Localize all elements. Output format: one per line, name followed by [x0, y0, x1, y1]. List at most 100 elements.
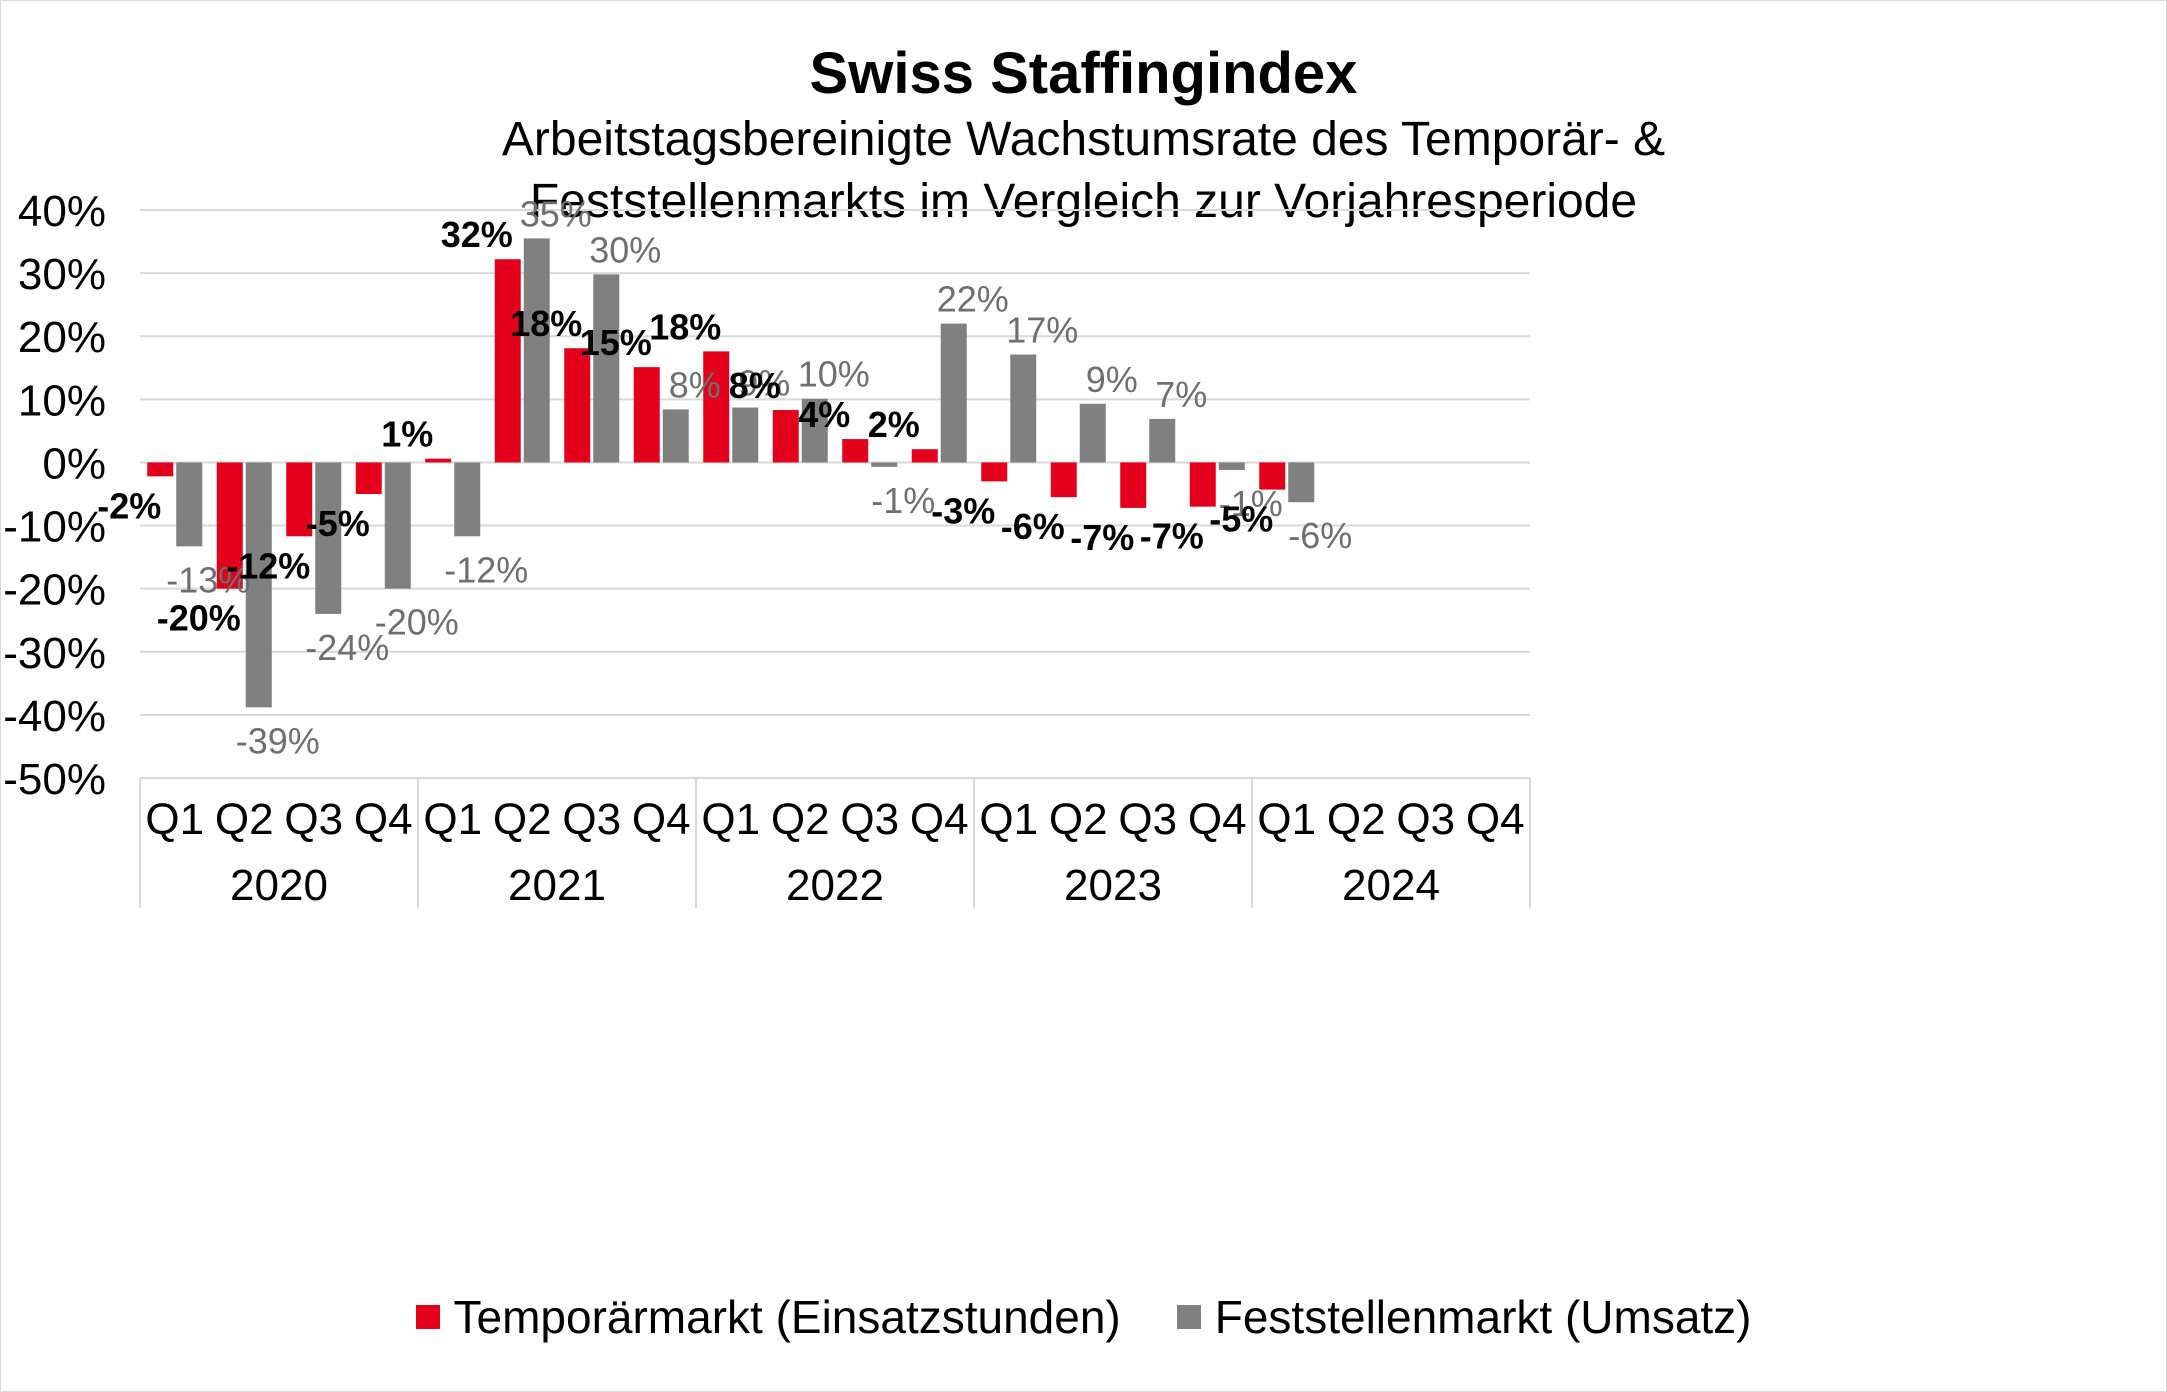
bar-temporaer [286, 462, 313, 537]
bar-temporaer [216, 462, 243, 589]
data-label-temporaer: 15% [580, 322, 652, 363]
x-tick-label: Q3 [1118, 795, 1177, 844]
legend-swatch-temporaer [415, 1305, 440, 1329]
legend: Temporärmarkt (Einsatzstunden) Feststell… [0, 1290, 2167, 1344]
legend-item-feststellen[interactable]: Feststellenmarkt (Umsatz) [1176, 1290, 1752, 1344]
legend-item-temporaer[interactable]: Temporärmarkt (Einsatzstunden) [415, 1290, 1121, 1344]
data-label-feststellen: 9% [738, 363, 790, 404]
data-label-feststellen: -24% [305, 627, 389, 668]
bar-feststellen [523, 238, 550, 463]
year-label: 2021 [508, 861, 606, 910]
data-label-temporaer: 8% [729, 365, 781, 406]
bar-feststellen [871, 462, 898, 467]
data-label-feststellen: 7% [1155, 374, 1207, 415]
bar-feststellen [593, 274, 620, 463]
bar-feststellen [454, 462, 481, 537]
bar-temporaer [1050, 462, 1077, 498]
y-tick-label: 0% [42, 439, 106, 488]
chart-subtitle-line-1: Arbeitstagsbereinigte Wachstumsrate des … [501, 113, 1666, 166]
data-label-feststellen: -6% [1288, 515, 1352, 556]
y-tick-label: -20% [3, 566, 106, 615]
data-label-temporaer: 1% [381, 414, 433, 455]
x-tick-label: Q4 [910, 795, 969, 844]
bar-temporaer [633, 367, 660, 463]
year-label: 2024 [1342, 861, 1440, 910]
y-tick-label: -50% [3, 755, 106, 804]
x-tick-label: Q4 [1466, 795, 1525, 844]
bar-temporaer [703, 351, 730, 463]
bar-feststellen [1288, 462, 1315, 503]
bar-temporaer [842, 439, 869, 463]
data-label-feststellen: -39% [236, 720, 320, 761]
bar-feststellen [1218, 462, 1245, 471]
y-axis-tick-labels: -50% -40% -30% -20% -10% 0% 10% 20% 30% 40% [3, 187, 106, 804]
bar-temporaer [1120, 462, 1147, 508]
y-tick-label: 30% [18, 250, 106, 299]
bars [147, 238, 1315, 708]
bar-temporaer [981, 462, 1008, 482]
bar-temporaer [425, 458, 452, 463]
data-label-feststellen: 8% [669, 364, 721, 405]
data-label-temporaer: 18% [649, 306, 721, 347]
data-label-temporaer: -7% [1070, 517, 1134, 558]
data-label-temporaer: 32% [441, 214, 513, 255]
x-tick-label: Q2 [1049, 795, 1108, 844]
legend-swatch-feststellen [1176, 1305, 1201, 1329]
y-tick-label: -10% [3, 503, 106, 552]
x-tick-label: Q3 [1396, 795, 1455, 844]
data-label-feststellen: 22% [937, 279, 1009, 320]
x-tick-label: Q2 [493, 795, 552, 844]
data-label-feststellen: 35% [520, 193, 592, 234]
x-tick-label: Q1 [145, 795, 204, 844]
x-tick-label: Q1 [979, 795, 1038, 844]
gridlines [140, 209, 1530, 779]
bar-feststellen [1149, 418, 1176, 463]
data-label-feststellen: 17% [1006, 310, 1078, 351]
x-tick-label: Q4 [632, 795, 691, 844]
data-label-temporaer: 18% [510, 303, 582, 344]
bar-temporaer [494, 259, 521, 463]
x-tick-label: Q1 [1257, 795, 1316, 844]
y-tick-label: 20% [18, 313, 106, 362]
bar-temporaer [772, 410, 799, 463]
data-label-temporaer: 2% [868, 404, 920, 445]
x-axis: Q1 Q2 Q3 Q4 Q1 Q2 Q3 Q4 Q1 Q2 Q3 Q4 Q1 Q2 Q3 Q4 Q1 Q2 Q3 Q4… [139, 778, 1531, 910]
data-label-temporaer: -6% [1001, 506, 1065, 547]
data-label-feststellen: 9% [1086, 359, 1138, 400]
legend-label-temporaer: Temporärmarkt (Einsatzstunden) [453, 1291, 1121, 1343]
data-label-temporaer: 4% [798, 394, 850, 435]
data-label-temporaer: -3% [931, 490, 995, 531]
data-label-temporaer: -5% [306, 503, 370, 544]
data-label-feststellen: -12% [444, 549, 528, 590]
data-label-feststellen: -20% [375, 602, 459, 643]
legend-label-feststellen: Feststellenmarkt (Umsatz) [1214, 1291, 1752, 1343]
x-tick-label: Q3 [562, 795, 621, 844]
data-label-temporaer: -5% [1209, 499, 1273, 540]
bar-temporaer [147, 462, 174, 477]
bar-temporaer [355, 462, 382, 494]
x-tick-label: Q4 [354, 795, 413, 844]
data-label-feststellen: -13% [166, 559, 250, 600]
bar-feststellen [940, 323, 967, 463]
bar-temporaer [564, 348, 591, 463]
bar-feststellen [315, 462, 342, 614]
y-tick-label: 10% [18, 376, 106, 425]
bar-feststellen [245, 462, 272, 708]
x-tick-label: Q2 [1327, 795, 1386, 844]
data-label-feststellen: -1% [1219, 483, 1283, 524]
data-labels: -2%-13%-20%-39%-12%-24%-5%-20%1%-12%32%3… [97, 193, 1352, 761]
bar-temporaer [1259, 462, 1286, 490]
y-tick-label: -40% [3, 692, 106, 741]
x-tick-label: Q2 [215, 795, 274, 844]
x-tick-label: Q1 [423, 795, 482, 844]
bar-feststellen [801, 398, 828, 463]
x-tick-label: Q1 [701, 795, 760, 844]
year-label: 2023 [1064, 861, 1162, 910]
data-label-temporaer: -20% [157, 598, 241, 639]
data-label-feststellen: 10% [798, 354, 870, 395]
bar-feststellen [176, 462, 203, 547]
bar-feststellen [732, 407, 759, 463]
x-tick-label: Q3 [284, 795, 343, 844]
